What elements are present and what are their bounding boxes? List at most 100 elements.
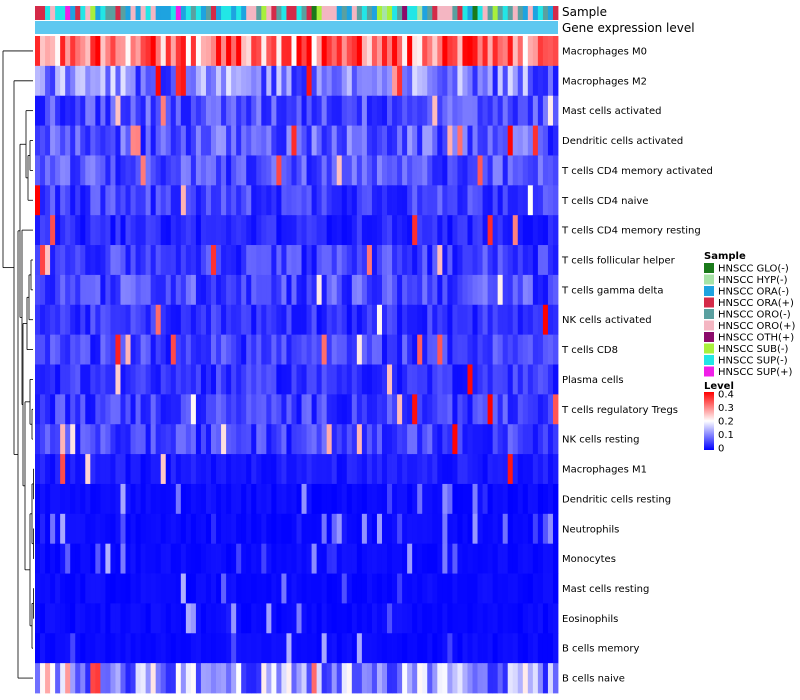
heatmap-cell: [306, 274, 312, 306]
heatmap-cell: [532, 155, 539, 186]
heatmap-cell: [216, 65, 222, 97]
heatmap-cell: [351, 155, 358, 186]
heatmap-cell: [286, 125, 292, 156]
heatmap-cell: [190, 65, 197, 97]
level-legend-tick: 0.2: [718, 417, 734, 428]
heatmap-cell: [452, 155, 458, 186]
heatmap-cell: [291, 394, 297, 425]
heatmap-cell: [180, 125, 187, 156]
heatmap-cell: [45, 573, 51, 604]
heatmap-cell: [361, 483, 368, 515]
heatmap-cell: [65, 513, 71, 545]
heatmap-cell: [60, 245, 66, 276]
heatmap-cell: [160, 274, 167, 306]
heatmap-cell: [100, 364, 106, 395]
heatmap-cell: [261, 394, 267, 425]
sample-annotation-cell: [286, 6, 292, 20]
heatmap-cell: [326, 125, 333, 156]
heatmap-cell: [221, 513, 227, 545]
heatmap-cell: [387, 155, 393, 186]
heatmap-cell: [407, 364, 413, 395]
heatmap-cell: [35, 274, 41, 306]
heatmap-cell: [412, 364, 418, 395]
heatmap-cell: [341, 65, 348, 97]
heatmap-cell: [336, 513, 343, 545]
heatmap-cell: [90, 513, 96, 545]
heatmap-cell: [130, 633, 136, 664]
heatmap-cell: [517, 36, 524, 67]
heatmap-cell: [356, 364, 363, 395]
heatmap-cell: [55, 95, 61, 126]
heatmap-cell: [447, 304, 453, 336]
heatmap-cell: [376, 185, 383, 216]
heatmap-cell: [85, 513, 91, 545]
heatmap-cell: [120, 483, 126, 515]
heatmap-cell: [437, 304, 443, 336]
heatmap-cell: [190, 513, 197, 545]
heatmap-cell: [60, 65, 66, 97]
heatmap-cell: [170, 245, 177, 276]
heatmap-cell: [130, 215, 136, 246]
heatmap-cell: [211, 95, 217, 126]
heatmap-cell: [190, 36, 197, 67]
heatmap-cell: [90, 155, 96, 186]
heatmap-cell: [371, 215, 378, 246]
heatmap-cell: [216, 185, 222, 216]
heatmap-cell: [402, 424, 408, 455]
heatmap-cell: [251, 215, 257, 246]
row-label: Macrophages M2: [562, 76, 647, 87]
heatmap-cell: [457, 95, 463, 126]
heatmap-cell: [442, 364, 448, 395]
heatmap-cell: [407, 125, 413, 156]
heatmap-cell: [155, 155, 162, 186]
heatmap-cell: [306, 245, 312, 276]
heatmap-cell: [135, 304, 142, 336]
heatmap-cell: [291, 245, 297, 276]
heatmap-cell: [361, 573, 368, 604]
heatmap-cell: [387, 663, 393, 694]
heatmap-cell: [482, 603, 488, 634]
heatmap-cell: [492, 185, 499, 216]
heatmap-cell: [175, 304, 182, 336]
heatmap-cell: [306, 394, 312, 425]
sample-annotation-cell: [291, 6, 297, 20]
row-label: Eosinophils: [562, 614, 618, 625]
heatmap-cell: [532, 185, 539, 216]
heatmap-cell: [125, 155, 131, 186]
heatmap-cell: [502, 304, 509, 336]
heatmap-cell: [321, 65, 328, 97]
sample-annotation-cell: [135, 6, 142, 20]
heatmap-cell: [392, 483, 398, 515]
heatmap-cell: [256, 245, 262, 276]
heatmap-cell: [366, 125, 373, 156]
heatmap-cell: [397, 334, 403, 365]
heatmap-cell: [376, 274, 383, 306]
heatmap-cell: [251, 274, 257, 306]
heatmap-cell: [110, 36, 116, 67]
heatmap-cell: [487, 95, 494, 126]
heatmap-cell: [281, 603, 287, 634]
heatmap-cell: [45, 65, 51, 97]
heatmap-cell: [392, 633, 398, 664]
heatmap-cell: [402, 155, 408, 186]
heatmap-cell: [417, 155, 423, 186]
heatmap-cell: [231, 663, 237, 694]
heatmap-cell: [135, 155, 142, 186]
sample-annotation-cell: [246, 6, 252, 20]
heatmap-cell: [371, 543, 378, 574]
heatmap-cell: [376, 573, 383, 604]
heatmap-cell: [281, 304, 287, 336]
heatmap-cell: [160, 364, 167, 395]
heatmap-cell: [160, 603, 167, 634]
heatmap-cell: [512, 65, 519, 97]
heatmap-cell: [462, 125, 468, 156]
heatmap-cell: [165, 364, 172, 395]
heatmap-cell: [70, 663, 76, 694]
sample-annotation-cell: [402, 6, 408, 20]
heatmap-cell: [95, 274, 101, 306]
heatmap-cell: [286, 603, 292, 634]
heatmap-cell: [311, 304, 318, 336]
heatmap-cell: [65, 454, 71, 485]
heatmap-cell: [321, 543, 328, 574]
heatmap-cell: [537, 36, 544, 67]
